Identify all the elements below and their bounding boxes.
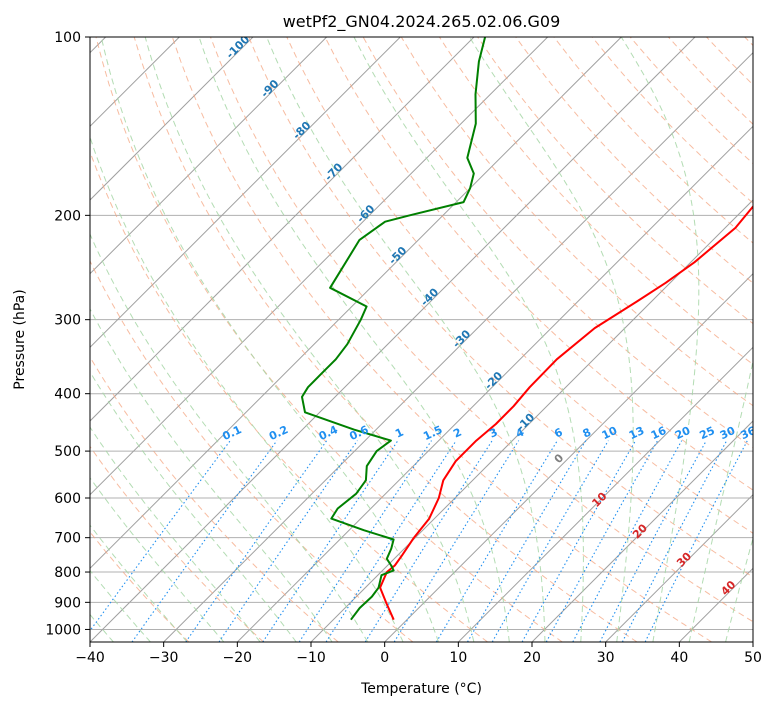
x-tick-label: 30	[597, 650, 615, 666]
moist-adiabat-line	[90, 426, 261, 642]
moist-adiabat-line	[90, 232, 369, 642]
mixing-ratio-line	[393, 440, 520, 642]
temperature-profile-line	[379, 205, 753, 621]
moist-adiabat-line	[266, 37, 546, 642]
mixing-ratio-line	[185, 440, 328, 642]
y-axis-title: Pressure (hPa)	[12, 289, 28, 389]
dry-adiabat-line	[90, 259, 414, 642]
mixing-ratio-label: 36	[738, 424, 758, 442]
dry-adiabat-line	[248, 37, 753, 578]
plot-frame	[89, 36, 754, 643]
moist-adiabat-line	[90, 135, 404, 642]
y-tick-label: 900	[54, 595, 81, 611]
isotherm-line	[531, 420, 753, 642]
mixing-ratio-line	[325, 440, 457, 642]
mixing-ratio-line	[435, 440, 558, 642]
y-tick-label: 100	[54, 30, 81, 46]
mixing-ratio-line	[521, 440, 637, 642]
isotherm-line	[90, 37, 401, 349]
isotherm-line	[90, 37, 696, 642]
x-tick-label: 10	[449, 650, 467, 666]
isotherm-line	[236, 125, 753, 642]
moist-adiabat-line	[725, 536, 753, 642]
isotherm-line	[605, 493, 753, 642]
mixing-ratio-label: 13	[627, 424, 646, 442]
moist-adiabat-line	[100, 37, 439, 642]
y-tick-label: 400	[54, 387, 81, 403]
mixing-ratio-line	[262, 440, 399, 642]
plot-area: 0.1 0.2 0.4 0.6 1 1.5 2 3 4 6 8 10 13 16 20 25 30 36-100-…	[89, 36, 758, 643]
y-tick-label: 600	[54, 491, 81, 507]
dry-adiabat-line	[171, 37, 712, 642]
moist-adiabat-line	[90, 569, 151, 642]
isotherm-line	[90, 37, 475, 422]
mixing-ratio-label: 20	[673, 424, 693, 442]
y-tick-label: 800	[54, 565, 81, 581]
dry-adiabat-line	[90, 445, 264, 642]
isotherm-line	[90, 37, 254, 201]
x-tick-label: 40	[670, 650, 688, 666]
x-tick-label: −20	[223, 650, 253, 666]
dewpoint-profile-line	[301, 37, 487, 621]
moist-adiabat-line	[144, 37, 475, 642]
x-axis-title: Temperature (°C)	[360, 681, 482, 697]
isotherm-line	[90, 37, 328, 275]
mixing-ratio-line	[364, 440, 493, 642]
moist-adiabat-line	[353, 37, 584, 642]
y-tick-label: 300	[54, 313, 81, 329]
isotherm-line	[457, 346, 753, 642]
y-tick-label: 200	[54, 208, 81, 224]
dry-adiabat-line	[286, 37, 753, 534]
x-tick-label: 0	[380, 650, 389, 666]
isotherm-line	[384, 272, 753, 642]
dry-adiabat-line	[324, 37, 753, 491]
y-axis: 100 200 300 400 500 600 700 800 900 1000	[45, 30, 90, 638]
x-axis: −40 −30 −20 −10 0 10 20 30 40 50	[75, 642, 762, 666]
moist-adiabat-line	[90, 370, 297, 642]
mixing-ratio-line	[90, 440, 231, 632]
moist-adiabat-line	[198, 37, 510, 642]
x-tick-label: 50	[744, 650, 762, 666]
isopleth-layer	[90, 37, 753, 642]
moist-adiabat-line	[90, 308, 333, 642]
mixing-ratio-line	[467, 440, 587, 642]
isotherm-line	[163, 51, 753, 642]
y-tick-label: 500	[54, 444, 81, 460]
moist-adiabat-line	[90, 476, 225, 642]
moist-adiabat-line	[620, 37, 700, 642]
moist-adiabat-line	[90, 524, 188, 642]
mixing-ratio-line	[572, 440, 683, 642]
dry-adiabat-line	[133, 37, 638, 642]
mixing-ratio-label: 25	[698, 424, 717, 442]
dry-adiabat-line	[210, 37, 753, 623]
isotherm-line	[90, 37, 622, 570]
series-layer	[301, 37, 753, 621]
mixing-ratio-line	[545, 440, 659, 642]
x-tick-label: 20	[523, 650, 541, 666]
dry-adiabat-line	[515, 37, 753, 284]
dry-adiabat-line	[95, 37, 563, 642]
mixing-ratio-line	[491, 440, 609, 642]
y-tick-label: 700	[54, 531, 81, 547]
mixing-ratio-line	[644, 440, 748, 642]
x-tick-label: −10	[296, 650, 326, 666]
mixing-ratio-line	[131, 440, 278, 642]
x-tick-label: −40	[75, 650, 105, 666]
moist-adiabat-line	[688, 358, 753, 642]
mixing-ratio-line	[298, 440, 432, 642]
x-tick-label: −30	[149, 650, 179, 666]
chart-title: wetPf2_GN04.2024.265.02.06.G09	[283, 12, 561, 32]
mixing-ratio-label: 30	[718, 424, 738, 442]
isotherm-line	[90, 37, 549, 496]
mixing-ratio-label: 16	[649, 424, 669, 442]
y-tick-label: 1000	[45, 622, 81, 638]
mixing-ratio-label: 10	[600, 424, 620, 442]
dry-adiabat-line	[90, 356, 339, 642]
grid-layer	[90, 37, 753, 642]
